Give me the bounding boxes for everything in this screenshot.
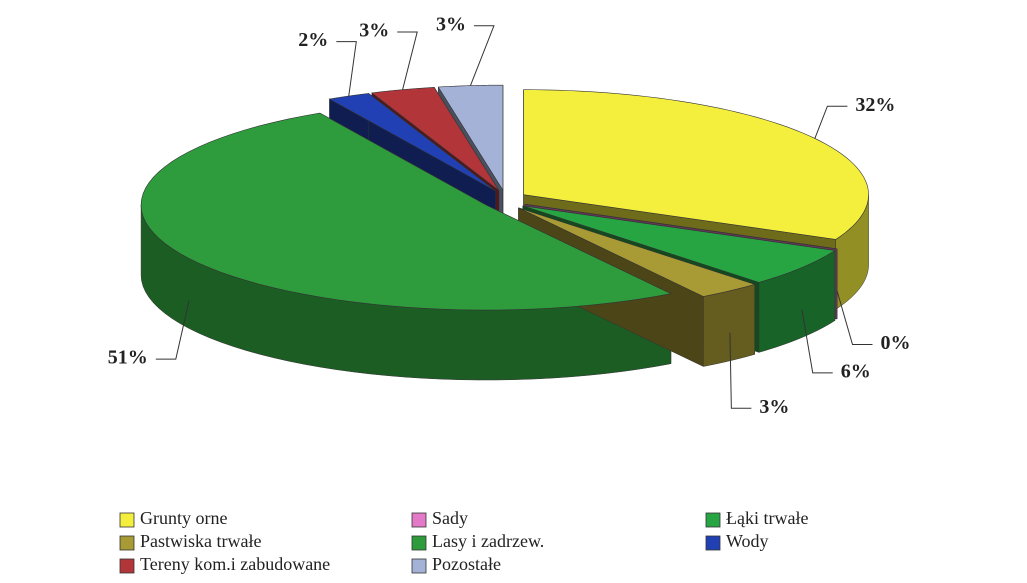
legend-label: Lasy i zadrzew. [432, 531, 544, 551]
legend-swatch [411, 535, 427, 551]
slice-wall [703, 284, 755, 367]
leader-line [469, 25, 495, 86]
data-label: 51% [108, 347, 148, 369]
data-label: 32% [855, 94, 895, 116]
data-label: 3% [359, 20, 389, 42]
leader-line [336, 41, 357, 97]
legend-swatch [119, 558, 135, 574]
legend-label: Tereny kom.i zabudowane [140, 554, 330, 574]
leader-line [836, 290, 873, 346]
legend-swatch [119, 535, 135, 551]
legend-swatch [411, 512, 427, 528]
legend-label: Łąki trwałe [726, 508, 808, 528]
legend-label: Grunty orne [140, 508, 227, 528]
legend-label: Wody [726, 531, 769, 551]
slice [371, 87, 500, 191]
legend-swatch [119, 512, 135, 528]
legend-swatch [705, 535, 721, 551]
data-label: 0% [881, 332, 911, 354]
data-label: 3% [759, 396, 789, 418]
slice [140, 112, 672, 311]
data-label: 3% [436, 13, 466, 35]
leader-line [801, 309, 833, 374]
leader-line [397, 31, 418, 90]
legend-swatch [705, 512, 721, 528]
slice [328, 93, 496, 192]
legend-label: Pozostałe [432, 554, 501, 574]
slice [523, 89, 869, 240]
leader-line [729, 332, 752, 409]
legend-swatch [411, 558, 427, 574]
legend-label: Sady [432, 508, 468, 528]
leader-line [155, 300, 190, 360]
slice [518, 207, 756, 297]
legend-label: Pastwiska trwałe [140, 531, 261, 551]
leader-line [814, 105, 848, 139]
data-label: 6% [841, 360, 871, 382]
slice [522, 205, 836, 283]
slice [437, 84, 504, 192]
data-label: 2% [298, 29, 328, 51]
